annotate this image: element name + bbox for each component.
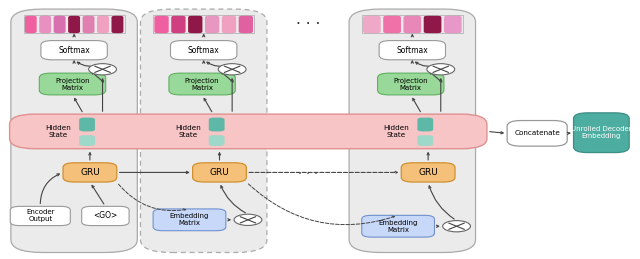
FancyBboxPatch shape bbox=[25, 16, 36, 33]
FancyBboxPatch shape bbox=[79, 135, 95, 146]
Text: . . .: . . . bbox=[298, 164, 318, 177]
Text: Projection
Matrix: Projection Matrix bbox=[55, 77, 90, 91]
FancyBboxPatch shape bbox=[378, 73, 444, 95]
FancyBboxPatch shape bbox=[222, 16, 236, 33]
FancyBboxPatch shape bbox=[111, 16, 124, 33]
Text: Concatenate: Concatenate bbox=[515, 130, 560, 136]
Text: Projection
Matrix: Projection Matrix bbox=[185, 77, 220, 91]
Text: GRU: GRU bbox=[419, 168, 438, 177]
Text: . . .: . . . bbox=[296, 12, 320, 27]
Text: Unrolled Decoder
Embedding: Unrolled Decoder Embedding bbox=[571, 126, 632, 139]
FancyBboxPatch shape bbox=[424, 16, 442, 33]
FancyBboxPatch shape bbox=[153, 209, 226, 231]
FancyBboxPatch shape bbox=[193, 163, 246, 182]
FancyBboxPatch shape bbox=[39, 16, 51, 33]
FancyBboxPatch shape bbox=[82, 206, 129, 226]
Bar bbox=[362, 16, 463, 33]
FancyBboxPatch shape bbox=[383, 16, 401, 33]
FancyBboxPatch shape bbox=[63, 163, 116, 182]
FancyBboxPatch shape bbox=[83, 16, 95, 33]
Text: Embedding
Matrix: Embedding Matrix bbox=[378, 220, 418, 233]
Text: GRU: GRU bbox=[80, 168, 100, 177]
FancyBboxPatch shape bbox=[172, 16, 186, 33]
Text: Embedding
Matrix: Embedding Matrix bbox=[170, 213, 209, 226]
FancyBboxPatch shape bbox=[68, 16, 80, 33]
Text: Projection
Matrix: Projection Matrix bbox=[394, 77, 428, 91]
FancyBboxPatch shape bbox=[41, 41, 108, 60]
FancyBboxPatch shape bbox=[417, 118, 433, 131]
FancyBboxPatch shape bbox=[11, 9, 138, 253]
FancyBboxPatch shape bbox=[140, 9, 267, 253]
FancyBboxPatch shape bbox=[417, 135, 433, 146]
FancyBboxPatch shape bbox=[573, 113, 629, 153]
FancyBboxPatch shape bbox=[444, 16, 461, 33]
FancyBboxPatch shape bbox=[209, 135, 225, 146]
FancyBboxPatch shape bbox=[10, 114, 487, 149]
FancyBboxPatch shape bbox=[54, 16, 66, 33]
Circle shape bbox=[427, 64, 454, 75]
FancyBboxPatch shape bbox=[169, 73, 236, 95]
Text: Hidden
State: Hidden State bbox=[383, 125, 410, 138]
FancyBboxPatch shape bbox=[403, 16, 421, 33]
FancyBboxPatch shape bbox=[239, 16, 253, 33]
Circle shape bbox=[88, 64, 116, 75]
FancyBboxPatch shape bbox=[349, 9, 476, 253]
FancyBboxPatch shape bbox=[363, 16, 381, 33]
Text: Encoder
Output: Encoder Output bbox=[26, 210, 54, 222]
FancyBboxPatch shape bbox=[507, 120, 567, 146]
FancyBboxPatch shape bbox=[154, 16, 169, 33]
Text: Softmax: Softmax bbox=[188, 46, 220, 55]
Text: <GO>: <GO> bbox=[93, 212, 118, 220]
FancyBboxPatch shape bbox=[401, 163, 455, 182]
FancyBboxPatch shape bbox=[170, 41, 237, 60]
FancyBboxPatch shape bbox=[362, 215, 435, 237]
Circle shape bbox=[234, 214, 262, 225]
FancyBboxPatch shape bbox=[379, 41, 445, 60]
FancyBboxPatch shape bbox=[205, 16, 220, 33]
FancyBboxPatch shape bbox=[97, 16, 109, 33]
FancyBboxPatch shape bbox=[10, 206, 70, 226]
Circle shape bbox=[218, 64, 246, 75]
FancyBboxPatch shape bbox=[39, 73, 106, 95]
Text: Softmax: Softmax bbox=[396, 46, 428, 55]
FancyBboxPatch shape bbox=[79, 118, 95, 131]
FancyBboxPatch shape bbox=[188, 16, 202, 33]
Text: Hidden
State: Hidden State bbox=[45, 125, 71, 138]
Text: Softmax: Softmax bbox=[58, 46, 90, 55]
Bar bbox=[153, 16, 254, 33]
FancyBboxPatch shape bbox=[209, 118, 225, 131]
Text: Hidden
State: Hidden State bbox=[175, 125, 201, 138]
Text: GRU: GRU bbox=[210, 168, 229, 177]
Bar bbox=[24, 16, 125, 33]
Circle shape bbox=[443, 221, 470, 232]
